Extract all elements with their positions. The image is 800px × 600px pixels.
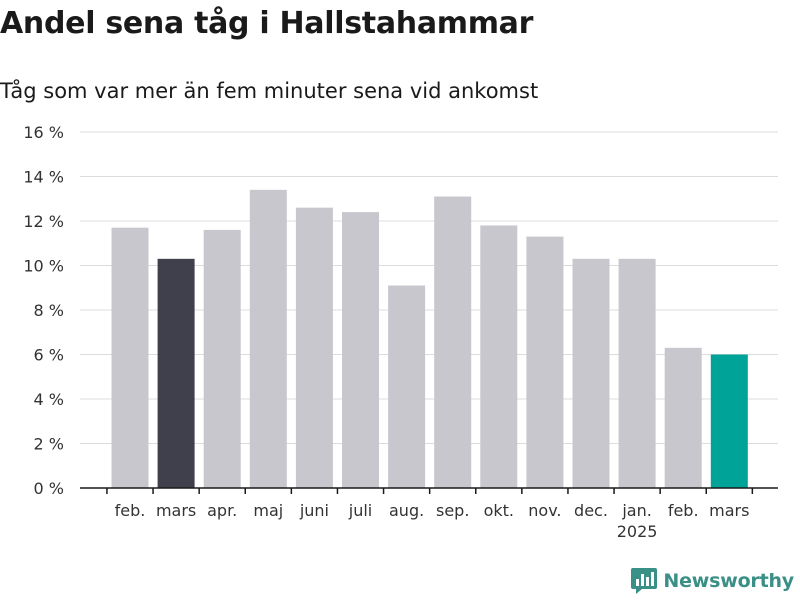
x-axis bbox=[80, 487, 778, 494]
y-tick-label: 10 % bbox=[23, 257, 64, 276]
bars bbox=[111, 189, 748, 489]
bar-12 bbox=[618, 258, 656, 488]
bar-2 bbox=[157, 258, 195, 488]
grid-lines bbox=[80, 131, 778, 444]
x-tick-label: juni bbox=[299, 501, 329, 520]
y-tick-label: 14 % bbox=[23, 168, 64, 187]
bar-11 bbox=[572, 258, 610, 488]
newsworthy-brand: Newsworthy bbox=[631, 568, 794, 594]
bar-8 bbox=[434, 196, 472, 488]
x-tick-label: mars bbox=[709, 501, 749, 520]
x-tick-label: feb. bbox=[668, 501, 699, 520]
y-axis-tick-labels: 0 % 2 % 4 % 6 % 8 % 10 % 12 % 14 % 16 % bbox=[23, 123, 64, 498]
x-tick-label: mars bbox=[156, 501, 196, 520]
bar-5 bbox=[295, 207, 333, 488]
chart-subtitle: Tåg som var mer än fem minuter sena vid … bbox=[0, 79, 539, 103]
chart-title: Andel sena tåg i Hallstahammar bbox=[0, 6, 534, 41]
x-tick-label: sep. bbox=[436, 501, 469, 520]
y-tick-label: 4 % bbox=[34, 390, 64, 409]
bar-6 bbox=[342, 212, 379, 488]
x-tick-label: dec. bbox=[574, 501, 608, 520]
y-tick-label: 6 % bbox=[34, 346, 64, 365]
x-tick-label: feb. bbox=[115, 501, 146, 520]
y-tick-label: 12 % bbox=[23, 212, 64, 231]
bar-3 bbox=[203, 229, 241, 488]
x-tick-label: nov. bbox=[528, 501, 561, 520]
bar-10 bbox=[526, 236, 564, 488]
x-tick-label: maj bbox=[253, 501, 283, 520]
x-tick-label: aug. bbox=[389, 501, 424, 520]
y-tick-label: 2 % bbox=[34, 435, 64, 454]
x-tick-label: apr. bbox=[207, 501, 237, 520]
bar-7 bbox=[388, 285, 426, 488]
x-tick-label: jan. bbox=[621, 501, 651, 520]
x-tick-label: juli bbox=[348, 501, 372, 520]
bar-14 bbox=[710, 354, 748, 488]
newsworthy-logo-icon bbox=[631, 568, 658, 594]
x-axis-tick-labels: feb. mars apr. maj juni juli aug. sep. okt. nov. d… bbox=[115, 501, 750, 541]
y-tick-label: 8 % bbox=[34, 301, 64, 320]
x-tick-label: okt. bbox=[484, 501, 514, 520]
y-tick-label: 0 % bbox=[34, 479, 64, 498]
x-year-label: 2025 bbox=[617, 522, 658, 541]
y-tick-label: 16 % bbox=[23, 123, 64, 142]
brand-name: Newsworthy bbox=[663, 570, 794, 592]
bar-4 bbox=[249, 189, 287, 488]
bar-1 bbox=[111, 227, 149, 489]
bar-13 bbox=[664, 347, 702, 488]
bar-9 bbox=[480, 225, 518, 488]
